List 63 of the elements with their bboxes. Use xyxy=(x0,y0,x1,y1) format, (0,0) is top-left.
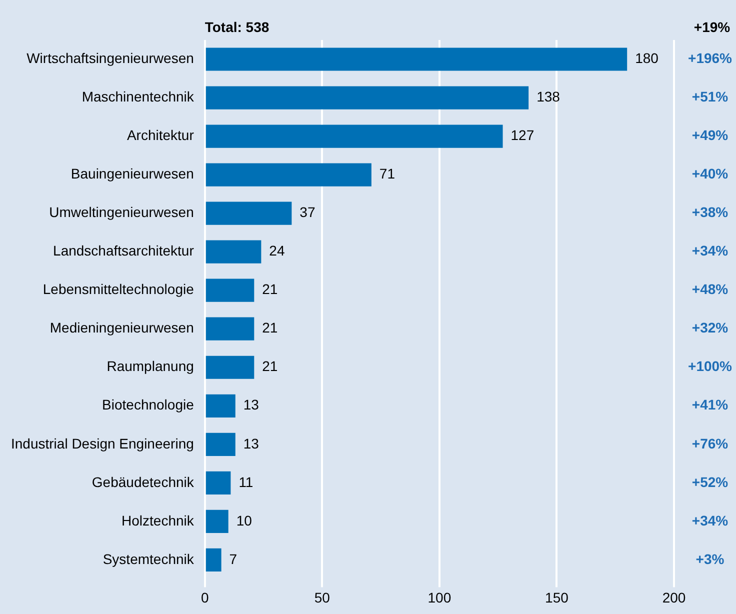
bar xyxy=(206,432,236,456)
data-label: 71 xyxy=(379,166,396,182)
bar xyxy=(206,48,628,71)
y-tick-label: Lebensmitteltechnologie xyxy=(42,281,194,298)
y-tick-label: Biotechnologie xyxy=(102,396,194,413)
data-label: 13 xyxy=(243,396,260,413)
y-tick-label: Bauingenieurwesen xyxy=(70,166,194,182)
data-label: 180 xyxy=(635,50,659,66)
data-label: 21 xyxy=(262,320,278,336)
text: +52% xyxy=(692,474,729,490)
y-tick-label: Architektur xyxy=(126,127,194,144)
bar xyxy=(206,548,222,572)
y-tick-label: Umweltingenieurwesen xyxy=(49,204,194,220)
x-tick-label: 200 xyxy=(662,589,686,606)
text: +196% xyxy=(688,50,733,66)
text: +3% xyxy=(696,550,725,567)
text: +38% xyxy=(692,204,729,220)
bar xyxy=(206,86,529,110)
x-tick-label: 0 xyxy=(200,589,209,606)
data-label: 10 xyxy=(236,512,252,528)
text: +51% xyxy=(692,88,729,105)
y-tick-label: Maschinentechnik xyxy=(82,88,195,105)
x-tick-label: 100 xyxy=(428,589,452,606)
bar xyxy=(206,202,292,225)
bar xyxy=(206,510,228,533)
data-label: 37 xyxy=(300,204,316,220)
data-label: 24 xyxy=(269,242,285,259)
bar xyxy=(206,163,372,186)
data-label: 21 xyxy=(262,358,278,374)
text: +34% xyxy=(692,242,729,259)
bar xyxy=(206,356,254,379)
text: +19% xyxy=(694,18,731,35)
y-tick-label: Gebäudetechnik xyxy=(92,474,195,490)
text: +40% xyxy=(692,166,729,182)
bar xyxy=(206,394,236,418)
data-label: 21 xyxy=(262,281,278,298)
text: +32% xyxy=(692,320,729,336)
text: +41% xyxy=(692,396,729,413)
text: Total: 538 xyxy=(204,18,270,35)
data-label: 7 xyxy=(229,550,238,567)
x-tick-label: 150 xyxy=(545,589,569,606)
data-label: 138 xyxy=(536,88,560,105)
text: +100% xyxy=(688,358,733,374)
bar xyxy=(206,317,254,340)
bar xyxy=(206,471,231,494)
y-tick-label: Industrial Design Engineering xyxy=(11,435,194,452)
y-tick-label: Landschaftsarchitektur xyxy=(53,242,194,259)
text: +76% xyxy=(692,435,729,452)
text: +49% xyxy=(692,127,729,144)
text: +34% xyxy=(692,512,729,528)
bar xyxy=(206,240,262,264)
y-tick-label: Holztechnik xyxy=(122,512,195,528)
text: +48% xyxy=(692,281,729,298)
data-label: 127 xyxy=(510,127,534,144)
y-tick-label: Raumplanung xyxy=(106,358,194,374)
bar xyxy=(206,278,254,302)
y-tick-label: Wirtschaftsingenieurwesen xyxy=(26,50,194,66)
data-label: 13 xyxy=(243,435,260,452)
y-tick-label: Medieningenieurwesen xyxy=(50,320,194,336)
bar xyxy=(206,124,503,148)
data-label: 11 xyxy=(238,474,254,490)
x-tick-label: 50 xyxy=(314,589,330,606)
y-tick-label: Systemtechnik xyxy=(102,550,195,567)
